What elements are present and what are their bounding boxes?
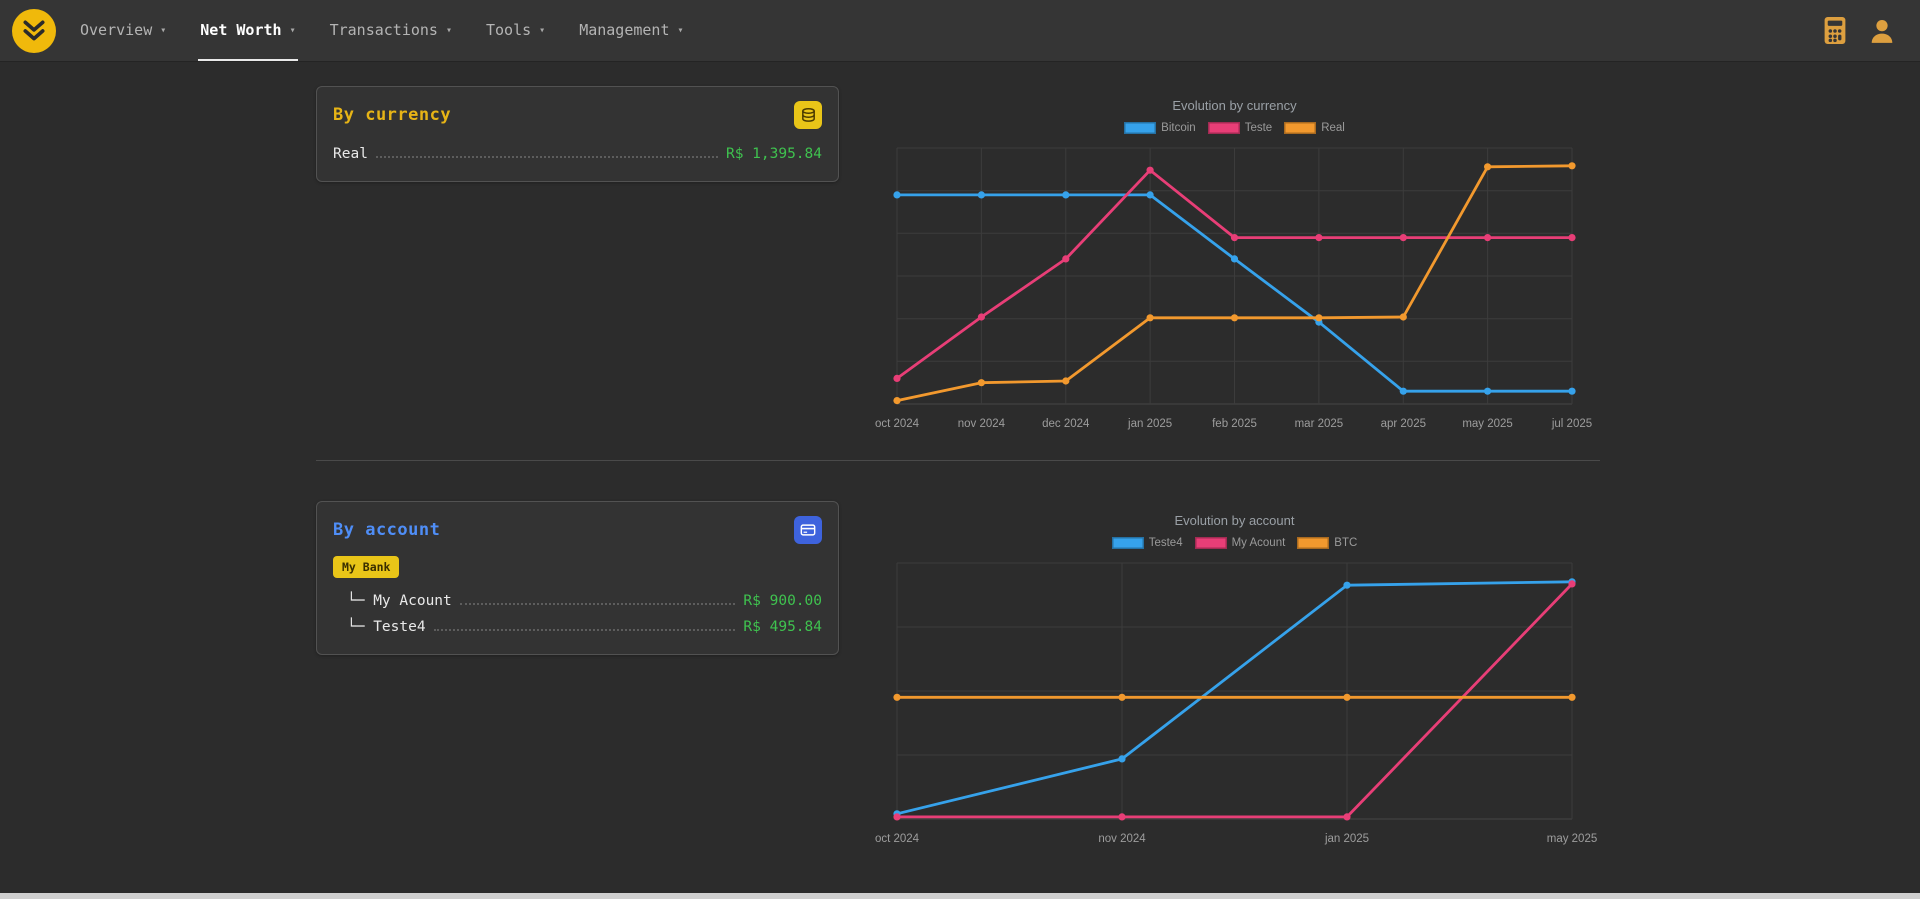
svg-text:jan 2025: jan 2025 — [1324, 833, 1369, 845]
legend-item[interactable]: Teste4 — [1111, 537, 1183, 549]
legend-swatch — [1297, 537, 1330, 549]
chart-title: Evolution by account — [1174, 513, 1295, 528]
dotted-leader — [375, 156, 718, 158]
currency-section: By currency Real R$ 1,395.84 Evolution b… — [316, 86, 1600, 438]
legend-label: Real — [1321, 122, 1345, 134]
nav-item-transactions[interactable]: Transactions ▾ — [328, 0, 454, 61]
nav-item-net-worth[interactable]: Net Worth ▾ — [198, 0, 298, 61]
dotted-leader — [433, 629, 736, 631]
legend-swatch — [1284, 122, 1317, 134]
legend-item[interactable]: My Acount — [1194, 537, 1286, 549]
nav-item-label: Transactions — [329, 20, 438, 39]
account-value: R$ 495.84 — [743, 619, 822, 635]
svg-text:may 2025: may 2025 — [1547, 833, 1598, 845]
nav-item-label: Overview — [80, 20, 153, 39]
legend-label: BTC — [1334, 537, 1358, 549]
section-divider — [316, 460, 1600, 461]
user-icon[interactable] — [1870, 18, 1894, 44]
main-nav: Overview ▾ Net Worth ▾ Transactions ▾ To… — [78, 0, 686, 61]
svg-text:oct 2024: oct 2024 — [875, 418, 920, 430]
calculator-icon[interactable] — [1824, 17, 1846, 44]
account-value: R$ 900.00 — [743, 593, 822, 609]
legend-swatch — [1207, 122, 1240, 134]
account-row-my-acount: └─ My Acount R$ 900.00 — [333, 588, 822, 614]
account-line-chart[interactable]: oct 2024 nov 2024 jan 2025 may 2025 — [869, 553, 1600, 853]
svg-text:may 2025: may 2025 — [1462, 418, 1513, 430]
bank-icon-button[interactable] — [794, 516, 822, 544]
svg-text:mar 2025: mar 2025 — [1295, 418, 1344, 430]
nav-item-management[interactable]: Management ▾ — [577, 0, 685, 61]
evolution-by-account-chart: Evolution by account Teste4 My Acount BTC … — [869, 501, 1600, 853]
nav-item-label: Management — [579, 20, 670, 39]
app-logo[interactable] — [12, 8, 56, 53]
currency-line-chart[interactable]: oct 2024 nov 2024 dec 2024 jan 2025 feb 2025… — [869, 138, 1600, 438]
currency-row-real: Real R$ 1,395.84 — [333, 141, 822, 167]
svg-text:nov 2024: nov 2024 — [958, 418, 1006, 430]
currency-value: R$ 1,395.84 — [725, 146, 822, 162]
nav-item-tools[interactable]: Tools ▾ — [484, 0, 547, 61]
svg-text:nov 2024: nov 2024 — [1098, 833, 1146, 845]
svg-text:dec 2024: dec 2024 — [1042, 418, 1090, 430]
svg-text:apr 2025: apr 2025 — [1381, 418, 1426, 430]
page-bottom-gap — [0, 893, 1920, 899]
bank-badge: My Bank — [333, 556, 400, 578]
legend-item[interactable]: Teste — [1207, 122, 1273, 134]
account-section: By account My Bank └─ My Acount R$ 900.0… — [316, 501, 1600, 853]
chart-legend: Bitcoin Teste Real — [1124, 122, 1345, 134]
svg-text:oct 2024: oct 2024 — [875, 833, 920, 845]
chevron-down-icon: ▾ — [539, 25, 546, 36]
evolution-by-currency-chart: Evolution by currency Bitcoin Teste Real o… — [869, 86, 1600, 438]
dotted-leader — [459, 603, 736, 605]
navbar: Overview ▾ Net Worth ▾ Transactions ▾ To… — [0, 0, 1920, 62]
coins-icon — [801, 107, 815, 122]
nav-item-overview[interactable]: Overview ▾ — [78, 0, 168, 61]
by-currency-card: By currency Real R$ 1,395.84 — [316, 86, 839, 182]
legend-label: Bitcoin — [1161, 122, 1196, 134]
legend-swatch — [1124, 122, 1157, 134]
svg-text:jan 2025: jan 2025 — [1127, 418, 1172, 430]
currency-label: Real — [333, 146, 368, 162]
legend-item[interactable]: BTC — [1297, 537, 1357, 549]
bank-card-icon — [800, 524, 816, 536]
coins-icon-button[interactable] — [794, 101, 822, 129]
navbar-actions — [1824, 17, 1894, 44]
chevron-down-icon: ▾ — [445, 25, 452, 36]
chevron-down-icon: ▾ — [677, 25, 684, 36]
chevron-down-icon: ▾ — [160, 25, 167, 36]
legend-label: Teste — [1244, 122, 1273, 134]
nav-item-label: Net Worth — [200, 20, 282, 39]
legend-label: My Acount — [1231, 537, 1286, 549]
by-account-card: By account My Bank └─ My Acount R$ 900.0… — [316, 501, 839, 655]
chart-title: Evolution by currency — [1172, 98, 1297, 113]
account-label: └─ My Acount — [347, 593, 452, 609]
nav-item-label: Tools — [486, 20, 532, 39]
legend-item[interactable]: Bitcoin — [1124, 122, 1196, 134]
net-worth-page: By currency Real R$ 1,395.84 Evolution b… — [316, 62, 1600, 853]
svg-text:feb 2025: feb 2025 — [1212, 418, 1257, 430]
card-title-by-currency: By currency — [333, 105, 452, 125]
logo-chevrons-icon — [23, 19, 45, 40]
card-title-by-account: By account — [333, 520, 441, 540]
legend-swatch — [1194, 537, 1227, 549]
legend-label: Teste4 — [1148, 537, 1183, 549]
legend-swatch — [1111, 537, 1144, 549]
svg-text:jul 2025: jul 2025 — [1551, 418, 1592, 430]
chevron-down-icon: ▾ — [289, 25, 296, 36]
legend-item[interactable]: Real — [1284, 122, 1345, 134]
account-label: └─ Teste4 — [347, 619, 426, 635]
chart-legend: Teste4 My Acount BTC — [1111, 537, 1357, 549]
account-row-teste4: └─ Teste4 R$ 495.84 — [333, 614, 822, 640]
